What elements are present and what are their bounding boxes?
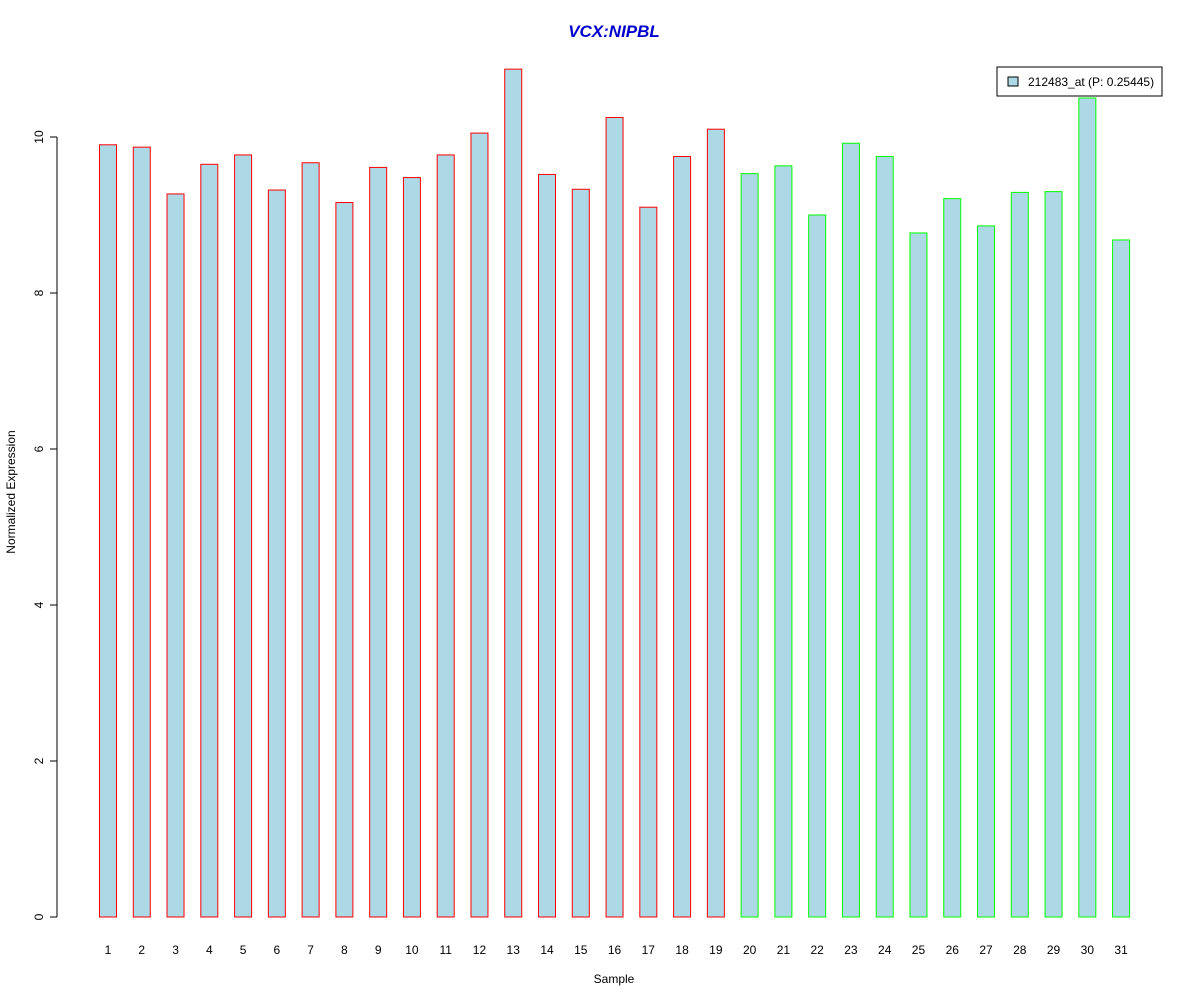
bar: [740, 173, 759, 918]
bars-group: [99, 68, 1131, 918]
y-axis-label: Normalized Expression: [4, 430, 18, 553]
bar: [538, 173, 557, 918]
x-tick-label: 1: [105, 943, 112, 957]
x-tick-label: 29: [1047, 943, 1061, 957]
bar: [808, 214, 827, 918]
bar: [706, 128, 725, 918]
bar: [1078, 97, 1097, 918]
x-tick-label: 5: [240, 943, 247, 957]
bar: [774, 165, 793, 918]
x-tick-label: 16: [608, 943, 622, 957]
x-tick-label: 17: [642, 943, 656, 957]
bar: [1044, 191, 1063, 918]
x-tick-label: 19: [709, 943, 723, 957]
x-tick-label: 10: [405, 943, 419, 957]
x-tick-label: 25: [912, 943, 926, 957]
x-tick-labels: 1 2 3 4 5 6 7 8 9 10 11 12 13 14 15 16 17 18 19 20 21 22 23 24 2…: [105, 943, 1128, 957]
bar: [402, 177, 421, 918]
x-tick-label: 18: [675, 943, 689, 957]
y-tick-label: 6: [32, 445, 46, 452]
y-tick-label: 4: [32, 601, 46, 608]
bar: [943, 198, 962, 918]
x-tick-label: 20: [743, 943, 757, 957]
bar: [875, 156, 894, 918]
legend: 212483_at (P: 0.25445): [996, 66, 1163, 97]
bar: [369, 166, 388, 918]
bar: [639, 206, 658, 918]
bar: [571, 188, 590, 918]
legend-label: 212483_at (P: 0.25445): [1028, 75, 1154, 89]
bar: [977, 225, 996, 918]
bar: [132, 146, 151, 918]
x-tick-label: 30: [1081, 943, 1095, 957]
x-tick-label: 15: [574, 943, 588, 957]
bar: [301, 162, 320, 918]
x-tick-label: 4: [206, 943, 213, 957]
bar: [673, 156, 692, 918]
x-tick-label: 21: [777, 943, 791, 957]
x-tick-label: 2: [138, 943, 145, 957]
bar: [909, 232, 928, 918]
y-tick-label: 2: [32, 757, 46, 764]
x-tick-label: 13: [507, 943, 521, 957]
x-tick-label: 24: [878, 943, 892, 957]
bar: [605, 117, 624, 918]
bar: [1010, 191, 1029, 918]
y-tick-label: 10: [32, 130, 46, 144]
x-tick-label: 3: [172, 943, 179, 957]
bar: [470, 132, 489, 918]
legend-swatch: [1007, 76, 1019, 87]
x-tick-label: 12: [473, 943, 487, 957]
bar: [436, 154, 455, 918]
x-tick-label: 28: [1013, 943, 1027, 957]
x-tick-label: 7: [307, 943, 314, 957]
bar: [1112, 239, 1131, 918]
legend-box: [996, 66, 1163, 97]
y-tick-label: 0: [32, 913, 46, 920]
x-tick-label: 14: [540, 943, 554, 957]
bar: [234, 154, 253, 918]
x-tick-label: 9: [375, 943, 382, 957]
x-tick-label: 11: [439, 943, 452, 957]
x-tick-label: 8: [341, 943, 348, 957]
x-tick-label: 22: [810, 943, 824, 957]
bar: [267, 189, 286, 918]
bar: [200, 163, 219, 918]
bar: [335, 202, 354, 918]
bar: [99, 144, 117, 918]
x-tick-label: 26: [946, 943, 960, 957]
chart-title: VCX:NIPBL: [568, 22, 660, 41]
y-axis: 0 2 4 6 8 10: [32, 130, 58, 920]
x-tick-label: 31: [1114, 943, 1128, 957]
bar: [504, 68, 523, 918]
x-tick-label: 6: [274, 943, 281, 957]
x-tick-label: 27: [979, 943, 993, 957]
x-axis-label: Sample: [594, 972, 635, 986]
bar: [166, 193, 185, 918]
x-tick-label: 23: [844, 943, 858, 957]
bar: [841, 142, 860, 918]
y-tick-label: 8: [32, 289, 46, 296]
